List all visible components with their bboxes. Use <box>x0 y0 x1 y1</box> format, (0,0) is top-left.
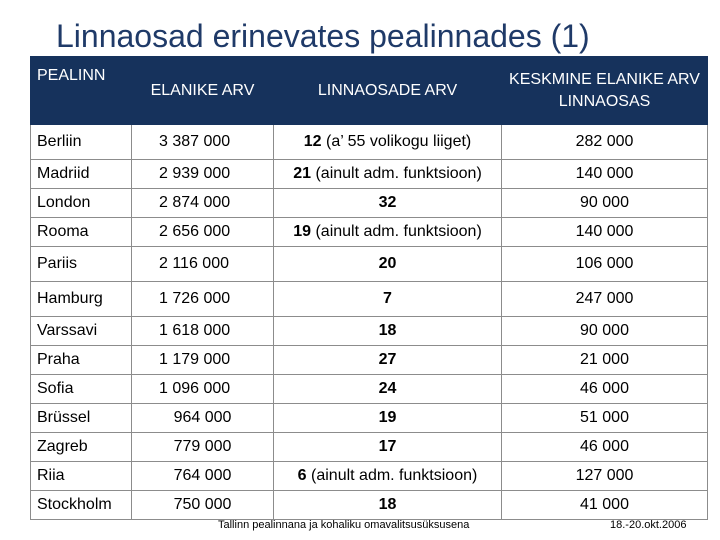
districts-cell: 20 <box>273 246 502 282</box>
population-cell: 1 726 000 <box>131 281 274 317</box>
population-cell: 764 000 <box>131 461 274 491</box>
city-cell: Varssavi <box>30 316 132 346</box>
districts-count: 19 <box>378 409 397 426</box>
districts-count: 6 <box>297 467 307 484</box>
districts-count: 19 <box>293 223 312 240</box>
city-cell: London <box>30 188 132 218</box>
districts-note: (ainult adm. funktsioon) <box>315 165 482 182</box>
city-cell: Riia <box>30 461 132 491</box>
districts-cell: 6 (ainult adm. funktsioon) <box>273 461 502 491</box>
districts-cell: 19 <box>273 403 502 433</box>
districts-cell: 21 (ainult adm. funktsioon) <box>273 159 502 189</box>
footer-date: 18.-20.okt.2006 <box>610 519 687 531</box>
table-header-row: PEALINN ELANIKE ARV LINNAOSADE ARV KESKM… <box>30 56 708 125</box>
districts-count: 20 <box>378 255 397 272</box>
average-cell: 51 000 <box>501 403 708 433</box>
footer-organization: Tallinn pealinnana ja kohaliku omavalits… <box>218 519 470 531</box>
header-districts: LINNAOSADE ARV <box>273 56 502 125</box>
average-cell: 140 000 <box>501 159 708 189</box>
districts-count: 24 <box>378 380 397 397</box>
population-cell: 1 096 000 <box>131 374 274 404</box>
header-average: KESKMINE ELANIKE ARV LINNAOSAS <box>501 56 708 125</box>
average-cell: 106 000 <box>501 246 708 282</box>
city-cell: Praha <box>30 345 132 375</box>
city-cell: Brüssel <box>30 403 132 433</box>
table-row: Zagreb 779 000 17 46 000 <box>30 432 708 462</box>
average-cell: 21 000 <box>501 345 708 375</box>
header-population: ELANIKE ARV <box>131 56 274 125</box>
population-cell: 2 116 000 <box>131 246 274 282</box>
page-title: Linnaosad erinevates pealinnades (1) <box>56 18 590 54</box>
table-row: London 2 874 000 32 90 000 <box>30 188 708 218</box>
city-cell: Sofia <box>30 374 132 404</box>
districts-count: 21 <box>293 165 312 182</box>
districts-cell: 18 <box>273 490 502 520</box>
city-cell: Rooma <box>30 217 132 247</box>
districts-cell: 17 <box>273 432 502 462</box>
population-cell: 750 000 <box>131 490 274 520</box>
footer: Tallinn pealinnana ja kohaliku omavalits… <box>0 519 720 535</box>
population-cell: 1 179 000 <box>131 345 274 375</box>
table-row: Brüssel 964 000 19 51 000 <box>30 403 708 433</box>
population-cell: 1 618 000 <box>131 316 274 346</box>
districts-note: (ainult adm. funktsioon) <box>315 223 482 240</box>
table-row: Madriid 2 939 000 21 (ainult adm. funkts… <box>30 159 708 189</box>
average-cell: 127 000 <box>501 461 708 491</box>
population-cell: 779 000 <box>131 432 274 462</box>
average-cell: 41 000 <box>501 490 708 520</box>
city-cell: Madriid <box>30 159 132 189</box>
districts-count: 18 <box>378 322 397 339</box>
city-cell: Zagreb <box>30 432 132 462</box>
table-row: Berliin 3 387 000 12 (a’ 55 volikogu lii… <box>30 124 708 160</box>
population-cell: 2 874 000 <box>131 188 274 218</box>
header-city: PEALINN <box>30 56 132 125</box>
table-row: Praha 1 179 000 27 21 000 <box>30 345 708 375</box>
districts-count: 32 <box>378 194 397 211</box>
districts-cell: 19 (ainult adm. funktsioon) <box>273 217 502 247</box>
districts-count: 12 <box>303 133 322 150</box>
population-cell: 964 000 <box>131 403 274 433</box>
average-cell: 140 000 <box>501 217 708 247</box>
table-row: Rooma 2 656 000 19 (ainult adm. funktsio… <box>30 217 708 247</box>
population-cell: 2 656 000 <box>131 217 274 247</box>
districts-cell: 18 <box>273 316 502 346</box>
city-cell: Pariis <box>30 246 132 282</box>
districts-count: 18 <box>378 496 397 513</box>
districts-note: (ainult adm. funktsioon) <box>311 467 478 484</box>
table-row: Hamburg 1 726 000 7 247 000 <box>30 281 708 317</box>
districts-cell: 7 <box>273 281 502 317</box>
city-cell: Berliin <box>30 124 132 160</box>
population-cell: 2 939 000 <box>131 159 274 189</box>
districts-count: 17 <box>378 438 397 455</box>
table-row: Stockholm 750 000 18 41 000 <box>30 490 708 520</box>
city-cell: Stockholm <box>30 490 132 520</box>
average-cell: 282 000 <box>501 124 708 160</box>
districts-cell: 27 <box>273 345 502 375</box>
average-cell: 247 000 <box>501 281 708 317</box>
table-row: Riia 764 000 6 (ainult adm. funktsioon) … <box>30 461 708 491</box>
districts-cell: 24 <box>273 374 502 404</box>
table-row: Varssavi 1 618 000 18 90 000 <box>30 316 708 346</box>
districts-count: 7 <box>383 290 392 307</box>
districts-cell: 32 <box>273 188 502 218</box>
average-cell: 90 000 <box>501 188 708 218</box>
districts-count: 27 <box>378 351 397 368</box>
population-cell: 3 387 000 <box>131 124 274 160</box>
average-cell: 46 000 <box>501 374 708 404</box>
city-cell: Hamburg <box>30 281 132 317</box>
districts-note: (a’ 55 volikogu liiget) <box>325 133 472 150</box>
table-row: Pariis 2 116 000 20 106 000 <box>30 246 708 282</box>
average-cell: 46 000 <box>501 432 708 462</box>
districts-cell: 12 (a’ 55 volikogu liiget) <box>273 124 502 160</box>
table-row: Sofia 1 096 000 24 46 000 <box>30 374 708 404</box>
capitals-table: PEALINN ELANIKE ARV LINNAOSADE ARV KESKM… <box>30 56 708 520</box>
average-cell: 90 000 <box>501 316 708 346</box>
